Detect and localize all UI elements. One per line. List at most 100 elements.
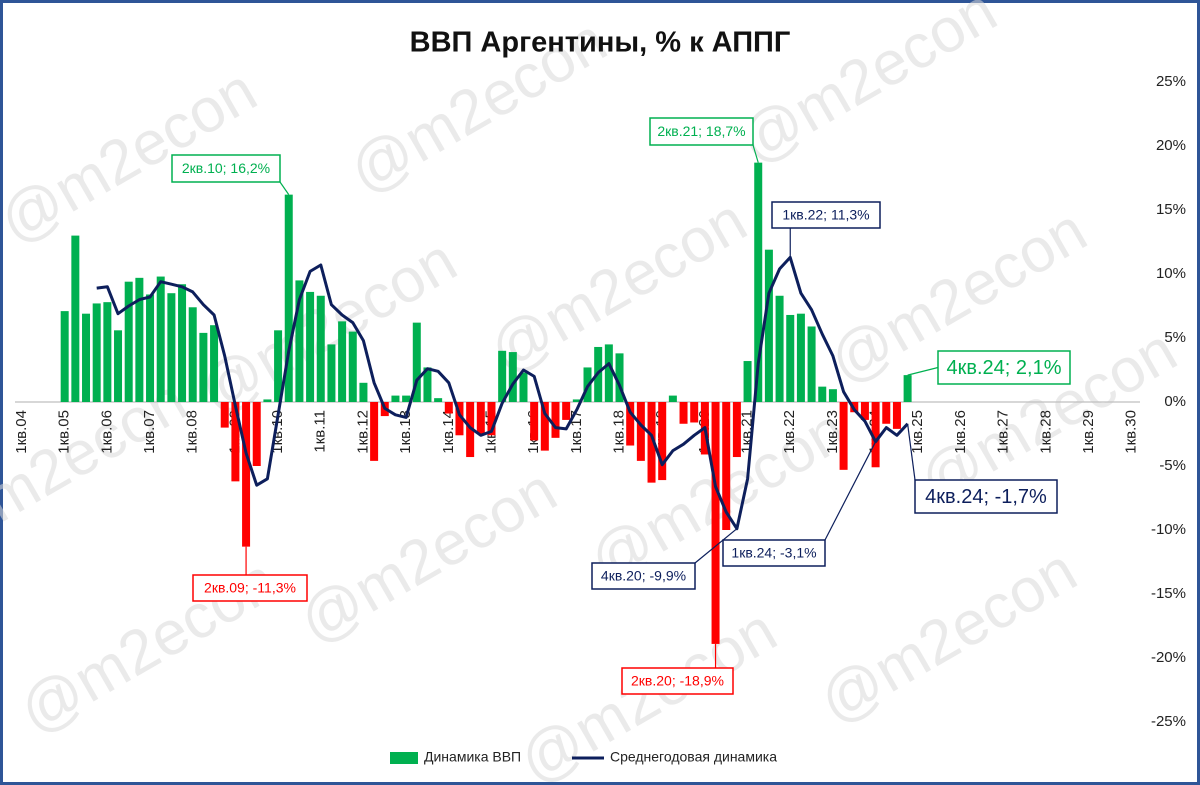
- y-tick-label: 20%: [1156, 137, 1186, 154]
- bar: [615, 353, 624, 402]
- bar: [487, 402, 496, 436]
- bar: [220, 402, 229, 428]
- bar: [284, 194, 293, 402]
- x-tick-label: 1кв.22: [781, 410, 798, 454]
- annotation-box: [621, 667, 734, 695]
- bar: [786, 314, 795, 402]
- bar: [775, 295, 784, 402]
- bar: [498, 350, 507, 402]
- y-tick-label: 5%: [1164, 329, 1186, 346]
- x-tick-label: 1кв.13: [397, 410, 414, 454]
- annotation-box: [591, 562, 696, 590]
- bar: [444, 402, 453, 414]
- bar: [871, 402, 880, 468]
- y-tick-label: 0%: [1164, 393, 1186, 410]
- bar: [306, 291, 315, 402]
- annotation-leader: [907, 423, 916, 481]
- bar: [807, 326, 816, 402]
- bar: [114, 330, 123, 402]
- annotation-box: [771, 201, 881, 229]
- bar: [60, 311, 69, 402]
- x-tick-label: 1кв.23: [824, 410, 841, 454]
- bar: [167, 293, 176, 402]
- x-tick-label: 1кв.27: [995, 410, 1012, 454]
- annotation: 2кв.20; -18,9%: [631, 673, 724, 689]
- bar: [359, 382, 368, 402]
- x-tick-label: 1кв.30: [1123, 410, 1140, 454]
- bar: [754, 162, 763, 402]
- x-tick-label: 1кв.12: [354, 410, 371, 454]
- bar: [508, 352, 517, 402]
- bar: [551, 402, 560, 438]
- bar: [124, 281, 133, 402]
- annotation-leader: [752, 144, 759, 163]
- annotation: 4кв.24; 2,1%: [947, 357, 1062, 379]
- bar: [636, 402, 645, 461]
- annotation-leader: [694, 528, 738, 564]
- bar: [690, 402, 699, 423]
- x-tick-label: 1кв.11: [312, 410, 329, 453]
- bar: [348, 331, 357, 402]
- chart-title: ВВП Аргентины, % к АППГ: [410, 27, 791, 59]
- bar: [455, 402, 464, 436]
- bar: [530, 402, 539, 441]
- bar: [604, 344, 613, 402]
- bar: [146, 294, 155, 402]
- bar: [818, 386, 827, 402]
- annotation: 1кв.24; -3,1%: [731, 545, 816, 561]
- bar: [252, 402, 261, 466]
- bar: [764, 249, 773, 402]
- bar: [658, 402, 667, 481]
- legend-swatch: [390, 752, 418, 764]
- bar: [316, 295, 325, 402]
- annotation-box: [649, 117, 754, 146]
- annotation: 4кв.20; -9,9%: [601, 568, 686, 584]
- bar: [199, 332, 208, 402]
- bar: [796, 313, 805, 402]
- x-tick-label: 1кв.18: [610, 410, 627, 454]
- x-tick-label: 1кв.28: [1037, 410, 1054, 454]
- bar: [434, 398, 443, 402]
- x-tick-label: 1кв.26: [952, 410, 969, 454]
- annotation: 1кв.22; 11,3%: [782, 207, 869, 223]
- y-tick-label: -5%: [1159, 457, 1186, 474]
- bar: [732, 402, 741, 458]
- bar: [135, 277, 144, 402]
- bar: [860, 402, 869, 420]
- bar: [476, 402, 485, 434]
- bar: [210, 325, 219, 402]
- y-tick-label: -10%: [1151, 521, 1186, 538]
- y-tick-label: -20%: [1151, 649, 1186, 666]
- x-tick-label: 1кв.04: [13, 410, 30, 454]
- bar: [327, 344, 336, 402]
- line: [96, 255, 909, 531]
- bar: [839, 402, 848, 470]
- annotation: 2кв.21; 18,7%: [657, 123, 745, 139]
- bar: [519, 372, 528, 402]
- y-tick-label: 25%: [1156, 73, 1186, 90]
- bar: [92, 303, 101, 402]
- x-tick-label: 1кв.05: [56, 410, 73, 454]
- x-tick-label: 1кв.14: [440, 410, 457, 454]
- y-tick-label: -15%: [1151, 585, 1186, 602]
- bar: [274, 330, 283, 402]
- bar: [412, 322, 421, 402]
- bar: [722, 402, 731, 530]
- annotation-leader: [824, 441, 877, 541]
- bar: [679, 402, 688, 424]
- bar: [231, 402, 240, 482]
- bar: [423, 367, 432, 402]
- x-tick-label: 1кв.06: [98, 410, 115, 454]
- annotation-box: [914, 479, 1058, 514]
- annotation-box: [192, 574, 308, 602]
- bar: [103, 302, 112, 402]
- x-tick-label: 1кв.25: [909, 410, 926, 454]
- annotation-leader: [907, 366, 939, 376]
- bar: [466, 402, 475, 458]
- x-tick-label: 1кв.07: [141, 410, 158, 454]
- bar: [338, 321, 347, 402]
- bar: [540, 402, 549, 451]
- annotation-box: [722, 539, 826, 567]
- annotation-box: [937, 350, 1071, 385]
- legend-label: Среднегодовая динамика: [610, 749, 777, 765]
